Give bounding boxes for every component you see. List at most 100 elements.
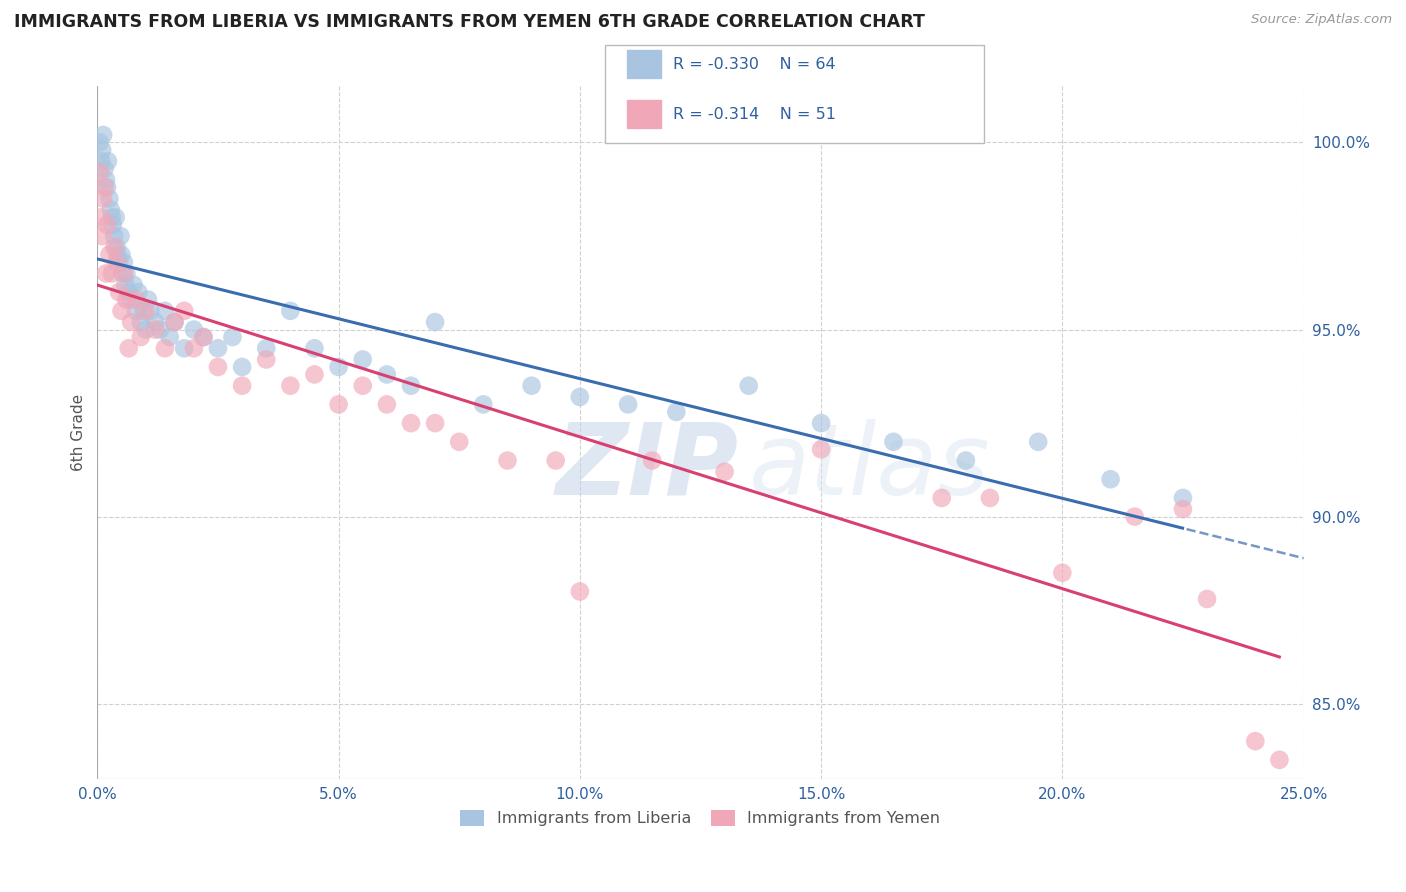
Text: ZIP: ZIP — [555, 418, 738, 516]
Point — [183, 341, 205, 355]
Point — [129, 315, 152, 329]
Point — [132, 303, 155, 318]
Point — [89, 165, 111, 179]
Point — [810, 442, 832, 457]
Point — [399, 416, 422, 430]
Point — [90, 154, 112, 169]
Point — [93, 161, 115, 176]
Point — [129, 330, 152, 344]
Point — [163, 315, 186, 329]
Point — [163, 315, 186, 329]
Point — [136, 293, 159, 307]
Text: R = -0.330    N = 64: R = -0.330 N = 64 — [673, 57, 837, 71]
Point — [125, 303, 148, 318]
Point — [153, 341, 176, 355]
Point — [231, 359, 253, 374]
Point — [193, 330, 215, 344]
Point — [449, 434, 471, 449]
Point — [254, 352, 277, 367]
Point — [135, 322, 157, 336]
Point — [568, 390, 591, 404]
Point — [118, 285, 141, 300]
Point — [139, 303, 162, 318]
Point — [110, 303, 132, 318]
Point — [207, 341, 229, 355]
Point — [280, 303, 302, 318]
Point — [254, 341, 277, 355]
Point — [100, 202, 122, 217]
Point — [520, 378, 543, 392]
Point — [375, 368, 398, 382]
Point — [1026, 434, 1049, 449]
Point — [159, 330, 181, 344]
Point — [304, 368, 326, 382]
Point — [112, 267, 135, 281]
Point — [98, 192, 121, 206]
Point — [713, 465, 735, 479]
Point — [810, 416, 832, 430]
Point — [114, 277, 136, 292]
Point — [122, 277, 145, 292]
Point — [617, 397, 640, 411]
Text: Source: ZipAtlas.com: Source: ZipAtlas.com — [1251, 13, 1392, 27]
Point — [193, 330, 215, 344]
Text: atlas: atlas — [749, 418, 990, 516]
Point — [108, 285, 131, 300]
Point — [328, 397, 350, 411]
Point — [955, 453, 977, 467]
Point — [738, 378, 761, 392]
Point — [91, 229, 114, 244]
Point — [1268, 753, 1291, 767]
Point — [1244, 734, 1267, 748]
Point — [105, 255, 128, 269]
Point — [115, 267, 138, 281]
Point — [665, 405, 688, 419]
Point — [120, 315, 142, 329]
Point — [107, 248, 129, 262]
Point — [882, 434, 904, 449]
Point — [496, 453, 519, 467]
Point — [1197, 591, 1219, 606]
Point — [328, 359, 350, 374]
Point — [143, 322, 166, 336]
Legend: Immigrants from Liberia, Immigrants from Yemen: Immigrants from Liberia, Immigrants from… — [454, 804, 946, 833]
Point — [115, 293, 138, 307]
Point — [352, 352, 374, 367]
Point — [568, 584, 591, 599]
Point — [183, 322, 205, 336]
Point — [112, 255, 135, 269]
Point — [153, 303, 176, 318]
Point — [110, 229, 132, 244]
Point — [101, 218, 124, 232]
Point — [1171, 491, 1194, 505]
Point — [96, 218, 118, 232]
Point — [125, 293, 148, 307]
Point — [472, 397, 495, 411]
Point — [108, 255, 131, 269]
Point — [91, 128, 114, 142]
Point — [641, 453, 664, 467]
Point — [93, 180, 115, 194]
Point — [143, 315, 166, 329]
Point — [94, 173, 117, 187]
Point — [120, 293, 142, 307]
Point — [399, 378, 422, 392]
Point — [375, 397, 398, 411]
Point — [127, 285, 149, 300]
Text: IMMIGRANTS FROM LIBERIA VS IMMIGRANTS FROM YEMEN 6TH GRADE CORRELATION CHART: IMMIGRANTS FROM LIBERIA VS IMMIGRANTS FR… — [14, 13, 925, 31]
Point — [110, 248, 132, 262]
Point — [111, 267, 134, 281]
Point — [91, 143, 114, 157]
Point — [103, 229, 125, 244]
Point — [118, 341, 141, 355]
Point — [98, 248, 121, 262]
Point — [1171, 502, 1194, 516]
Point — [105, 240, 128, 254]
Point — [173, 341, 195, 355]
Point — [149, 322, 172, 336]
Point — [1052, 566, 1074, 580]
Point — [94, 267, 117, 281]
Point — [231, 378, 253, 392]
Point — [135, 303, 157, 318]
Point — [97, 154, 120, 169]
